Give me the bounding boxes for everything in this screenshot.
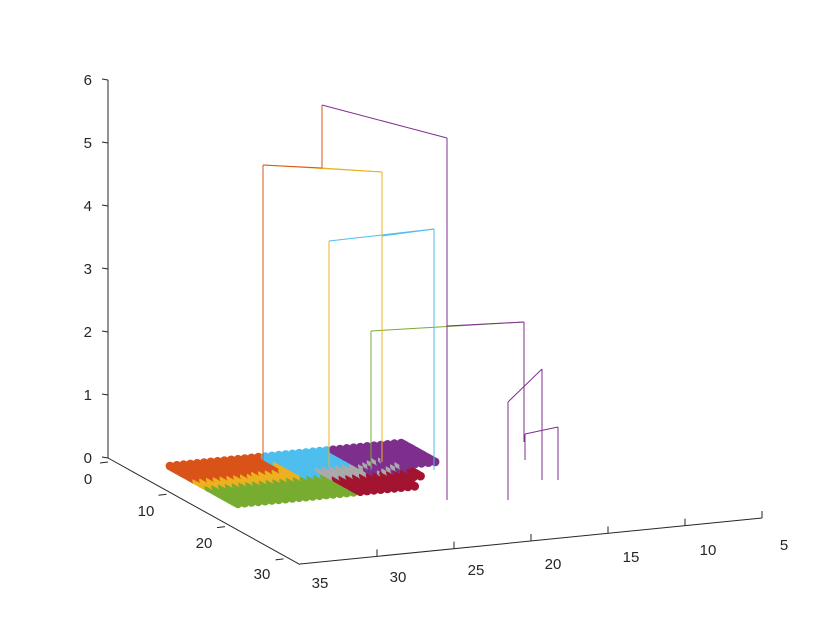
y-tick-label: 5	[780, 537, 788, 554]
z-tick-label: 5	[84, 135, 92, 152]
y-tick-label: 25	[468, 562, 485, 579]
z-tick-label: 2	[84, 324, 92, 341]
z-tick-label: 3	[84, 261, 92, 278]
x-tick-label: 20	[196, 535, 213, 552]
x-axis-line	[107, 457, 301, 566]
dendrogram-link	[321, 167, 383, 173]
x-tick-label: 0	[84, 471, 92, 488]
z-tick	[101, 330, 109, 333]
y-tick-label: 15	[623, 549, 640, 566]
x-tick-label: 30	[254, 566, 271, 583]
y-tick-label: 20	[545, 556, 562, 573]
dendrogram-link	[321, 104, 448, 139]
x-tick	[275, 558, 284, 561]
z-tick	[101, 204, 109, 207]
scatter-point	[410, 481, 420, 491]
dendrogram-link	[446, 321, 525, 327]
dendrogram-link	[262, 164, 323, 169]
x-tick	[158, 493, 167, 496]
dendrogram-link	[507, 368, 543, 403]
scatter-points	[165, 438, 440, 509]
z-tick	[101, 141, 109, 144]
z-tick-label: 6	[84, 72, 92, 89]
z-tick-label: 1	[84, 387, 92, 404]
z-tick-label: 4	[84, 198, 92, 215]
x-tick	[99, 461, 109, 464]
x-tick	[216, 526, 226, 529]
z-tick	[101, 267, 109, 270]
x-tick-label: 10	[138, 503, 155, 520]
y-tick-label: 30	[390, 569, 407, 586]
dendrogram-link	[381, 228, 435, 237]
scatter-point	[430, 457, 440, 467]
z-tick-label: 0	[84, 450, 92, 467]
y-tick-label: 35	[312, 575, 329, 592]
y-tick-label: 10	[700, 542, 717, 559]
axes: 0 1 2 3 4 5 6 0 10 20 30 35 30 25 20 15 10 5	[84, 72, 789, 592]
dendrogram-lines	[262, 104, 559, 500]
z-tick	[101, 78, 109, 81]
y-axis-line	[299, 517, 763, 565]
z-tick	[101, 456, 109, 459]
z-tick	[101, 393, 109, 396]
scatter-point	[416, 471, 425, 481]
